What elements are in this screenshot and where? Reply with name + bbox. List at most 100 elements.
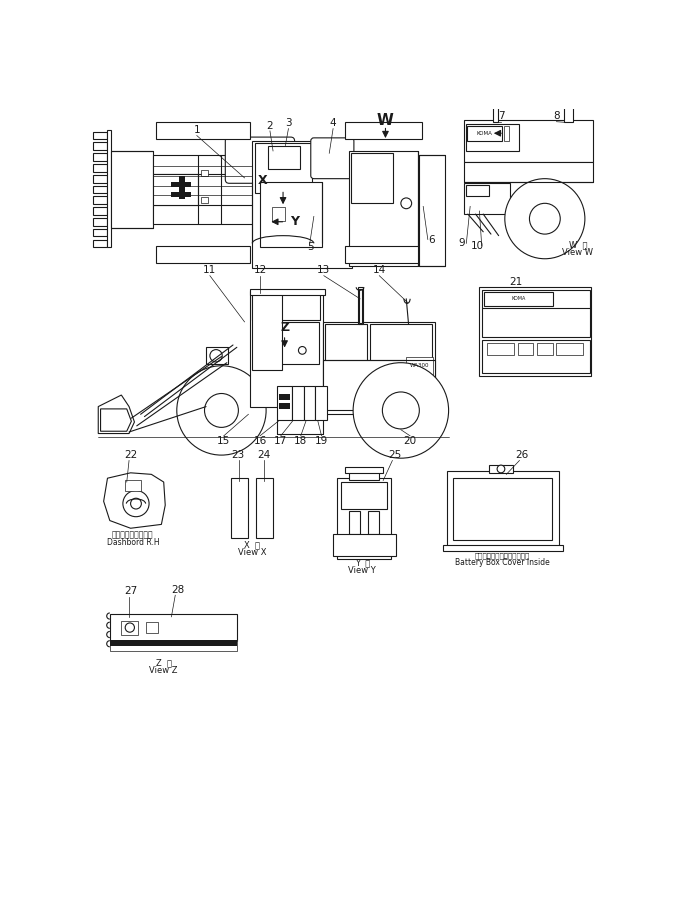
Bar [268, 146, 300, 168]
Text: 14: 14 [373, 265, 386, 275]
Text: 6: 6 [428, 234, 435, 244]
Bar [156, 122, 250, 139]
Bar [556, 344, 583, 355]
Circle shape [205, 394, 239, 427]
Bar [279, 403, 290, 409]
Bar [171, 192, 190, 197]
Bar [345, 245, 422, 262]
Text: KOMA: KOMA [511, 296, 526, 301]
Polygon shape [103, 472, 165, 529]
Bar [537, 344, 553, 355]
Bar [231, 478, 248, 538]
Bar [466, 124, 520, 151]
Bar [206, 348, 228, 364]
Text: 10: 10 [471, 241, 484, 251]
Text: W: W [377, 112, 394, 128]
Bar [93, 196, 107, 205]
Bar [453, 478, 551, 539]
Text: Z  視: Z 視 [156, 659, 171, 668]
Text: 26: 26 [515, 450, 528, 460]
Circle shape [299, 347, 306, 354]
Bar [359, 289, 362, 323]
Text: View X: View X [238, 548, 267, 557]
Bar [370, 324, 432, 363]
FancyBboxPatch shape [225, 137, 294, 184]
Text: 7: 7 [498, 111, 505, 121]
Text: View Y: View Y [348, 567, 376, 575]
Circle shape [123, 491, 149, 517]
Bar [252, 293, 320, 320]
Text: 12: 12 [254, 265, 267, 275]
Circle shape [210, 349, 222, 362]
Bar [564, 100, 573, 122]
Bar [201, 170, 208, 176]
Text: 4: 4 [330, 119, 337, 129]
Text: 15: 15 [217, 436, 231, 446]
Text: 11: 11 [203, 265, 216, 275]
Bar [358, 287, 363, 324]
Bar [93, 164, 107, 172]
Bar [406, 357, 433, 376]
Bar [250, 291, 323, 406]
Bar [93, 153, 107, 161]
Text: 3: 3 [285, 119, 292, 129]
Bar [256, 478, 273, 538]
Circle shape [125, 623, 135, 633]
Bar [179, 176, 185, 199]
Bar [348, 511, 360, 535]
Bar [156, 245, 250, 262]
Bar [487, 344, 514, 355]
Text: 18: 18 [294, 436, 307, 446]
Bar [493, 97, 498, 121]
Polygon shape [98, 395, 135, 433]
Bar [146, 623, 158, 633]
Bar [201, 197, 208, 204]
Bar [121, 621, 138, 634]
Text: 5: 5 [307, 243, 313, 252]
Text: Y: Y [290, 215, 299, 228]
Bar [250, 289, 326, 295]
Bar [109, 614, 237, 642]
Text: 24: 24 [257, 450, 271, 460]
Text: Z: Z [280, 320, 289, 334]
Text: 17: 17 [274, 436, 288, 446]
Bar [153, 155, 253, 174]
Bar [111, 151, 153, 228]
Bar [93, 240, 107, 247]
Bar [323, 322, 435, 414]
Text: 23: 23 [231, 450, 244, 460]
Text: 16: 16 [254, 436, 267, 446]
Bar [93, 218, 107, 225]
Text: バッテリボックスカバー内側: バッテリボックスカバー内側 [475, 552, 530, 558]
Bar [125, 480, 141, 491]
Bar [368, 511, 379, 535]
Circle shape [420, 200, 426, 206]
Polygon shape [101, 409, 131, 431]
Bar [260, 182, 322, 247]
Bar [333, 535, 396, 556]
Bar [171, 182, 190, 187]
Text: 2: 2 [267, 120, 273, 130]
Bar [279, 394, 290, 400]
Bar [345, 122, 422, 139]
Bar [464, 120, 594, 163]
Text: X  視: X 視 [244, 540, 260, 549]
Bar [109, 640, 237, 646]
Bar [107, 130, 111, 247]
Bar [490, 465, 513, 472]
Bar [420, 155, 445, 266]
Bar [479, 287, 591, 376]
Bar [254, 322, 274, 364]
FancyBboxPatch shape [311, 138, 354, 178]
Text: ダッシュボード右側: ダッシュボード右側 [112, 530, 154, 538]
Text: 25: 25 [388, 450, 401, 460]
Bar [345, 467, 383, 472]
Bar [292, 386, 304, 421]
Circle shape [131, 499, 141, 509]
Text: 20: 20 [403, 436, 417, 446]
Bar [467, 126, 502, 141]
Bar [316, 386, 327, 421]
Bar [252, 141, 352, 268]
Bar [447, 471, 559, 548]
Bar [484, 291, 554, 306]
